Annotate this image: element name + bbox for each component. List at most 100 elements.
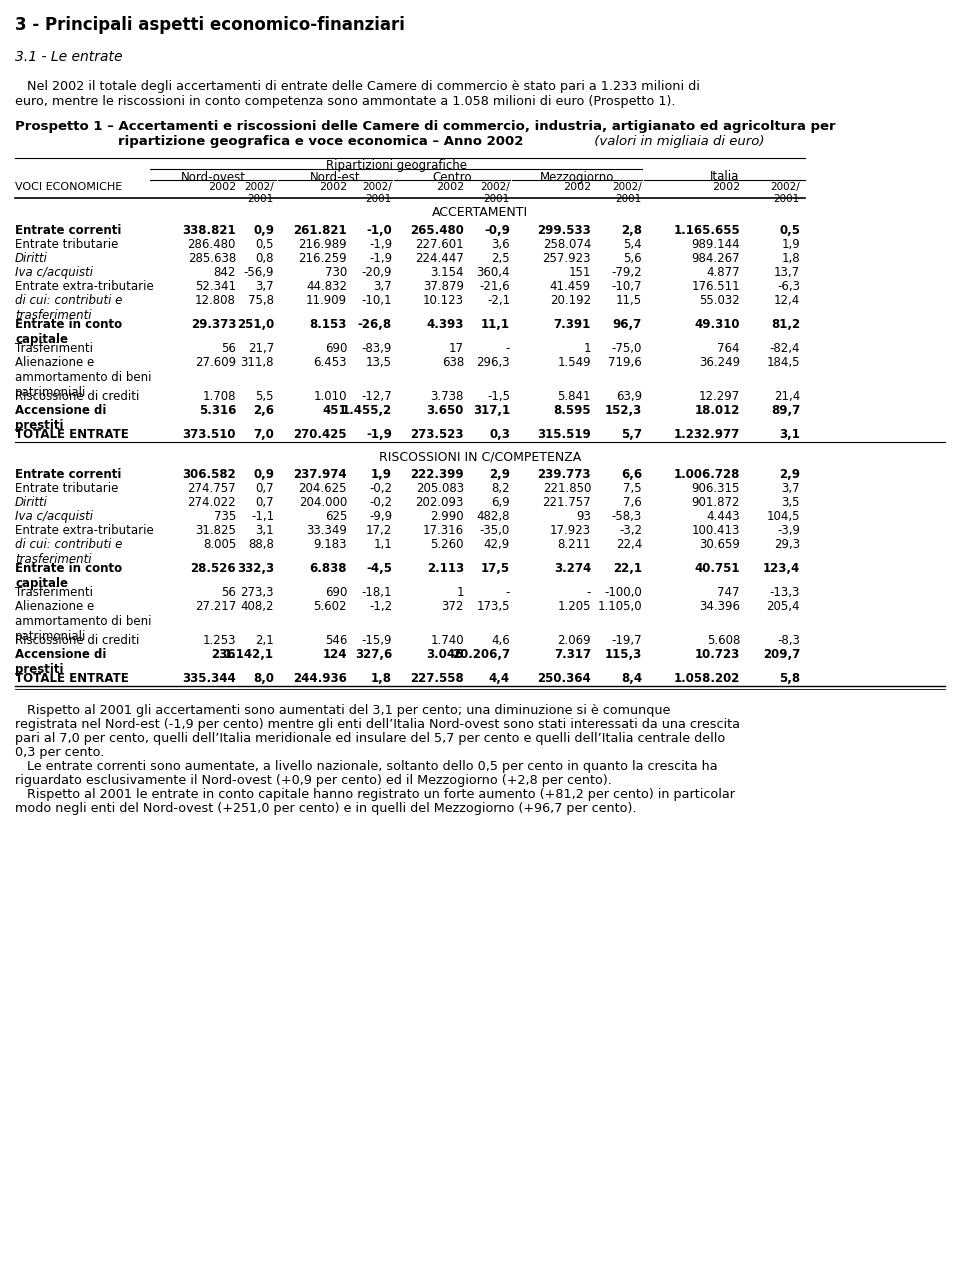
Text: modo negli enti del Nord-ovest (+251,0 per cento) e in quelli del Mezzogiorno (+: modo negli enti del Nord-ovest (+251,0 p… — [15, 802, 636, 815]
Text: -: - — [506, 586, 510, 600]
Text: 204.625: 204.625 — [299, 482, 347, 495]
Text: 8.211: 8.211 — [558, 538, 591, 551]
Text: 1.105,0: 1.105,0 — [597, 600, 642, 614]
Text: 257.923: 257.923 — [542, 252, 591, 265]
Text: -2,1: -2,1 — [487, 294, 510, 307]
Text: 3.046: 3.046 — [426, 648, 464, 661]
Text: 2.069: 2.069 — [558, 634, 591, 647]
Text: 5,5: 5,5 — [255, 390, 274, 404]
Text: Riscossione di crediti: Riscossione di crediti — [15, 390, 139, 404]
Text: 4,4: 4,4 — [489, 672, 510, 685]
Text: 29.373: 29.373 — [191, 318, 236, 331]
Text: 285.638: 285.638 — [188, 252, 236, 265]
Text: -0,2: -0,2 — [369, 496, 392, 509]
Text: 7.317: 7.317 — [554, 648, 591, 661]
Text: -58,3: -58,3 — [612, 510, 642, 523]
Text: 4.443: 4.443 — [707, 510, 740, 523]
Text: 1,8: 1,8 — [371, 672, 392, 685]
Text: 317,1: 317,1 — [473, 404, 510, 418]
Text: 482,8: 482,8 — [476, 510, 510, 523]
Text: 216.259: 216.259 — [299, 252, 347, 265]
Text: Iva c/acquisti: Iva c/acquisti — [15, 510, 93, 523]
Text: 638: 638 — [442, 356, 464, 369]
Text: 273,3: 273,3 — [241, 586, 274, 600]
Text: 124: 124 — [323, 648, 347, 661]
Text: 3,1: 3,1 — [780, 428, 800, 440]
Text: 89,7: 89,7 — [771, 404, 800, 418]
Text: 0,3: 0,3 — [490, 428, 510, 440]
Text: 41.459: 41.459 — [550, 280, 591, 293]
Text: Rispetto al 2001 le entrate in conto capitale hanno registrato un forte aumento : Rispetto al 2001 le entrate in conto cap… — [15, 788, 735, 801]
Text: -1,0: -1,0 — [367, 224, 392, 237]
Text: Rispetto al 2001 gli accertamenti sono aumentati del 3,1 per cento; una diminuzi: Rispetto al 2001 gli accertamenti sono a… — [15, 704, 670, 717]
Text: 625: 625 — [324, 510, 347, 523]
Text: Diritti: Diritti — [15, 496, 48, 509]
Text: Nel 2002 il totale degli accertamenti di entrate delle Camere di commercio è sta: Nel 2002 il totale degli accertamenti di… — [15, 80, 700, 93]
Text: 2.990: 2.990 — [430, 510, 464, 523]
Text: -0,9: -0,9 — [484, 224, 510, 237]
Text: 3.154: 3.154 — [430, 266, 464, 279]
Text: 96,7: 96,7 — [612, 318, 642, 331]
Text: Trasferimenti: Trasferimenti — [15, 586, 93, 600]
Text: Entrate tributarie: Entrate tributarie — [15, 482, 118, 495]
Text: 152,3: 152,3 — [605, 404, 642, 418]
Text: 408,2: 408,2 — [241, 600, 274, 614]
Text: Accensione di
prestiti: Accensione di prestiti — [15, 404, 107, 432]
Text: 764: 764 — [717, 342, 740, 355]
Text: 44.832: 44.832 — [306, 280, 347, 293]
Text: 21,4: 21,4 — [774, 390, 800, 404]
Text: 8.595: 8.595 — [553, 404, 591, 418]
Text: 8.153: 8.153 — [310, 318, 347, 331]
Text: 56: 56 — [221, 586, 236, 600]
Text: 52.341: 52.341 — [195, 280, 236, 293]
Text: ripartizione geografica e voce economica – Anno 2002: ripartizione geografica e voce economica… — [118, 135, 523, 148]
Text: 221.850: 221.850 — [542, 482, 591, 495]
Text: 0,7: 0,7 — [255, 482, 274, 495]
Text: 11.909: 11.909 — [306, 294, 347, 307]
Text: 690: 690 — [324, 586, 347, 600]
Text: 42,9: 42,9 — [484, 538, 510, 551]
Text: 1.205: 1.205 — [558, 600, 591, 614]
Text: 5.841: 5.841 — [558, 390, 591, 404]
Text: 0,5: 0,5 — [779, 224, 800, 237]
Text: 373.510: 373.510 — [182, 428, 236, 440]
Text: -1,5: -1,5 — [487, 390, 510, 404]
Text: 3,7: 3,7 — [781, 482, 800, 495]
Text: 5,8: 5,8 — [779, 672, 800, 685]
Text: 0,5: 0,5 — [255, 238, 274, 251]
Text: 306.582: 306.582 — [182, 468, 236, 481]
Text: Entrate tributarie: Entrate tributarie — [15, 238, 118, 251]
Text: 1.549: 1.549 — [558, 356, 591, 369]
Text: 2002/
2001: 2002/ 2001 — [480, 182, 510, 204]
Text: 1,9: 1,9 — [371, 468, 392, 481]
Text: 2,5: 2,5 — [492, 252, 510, 265]
Text: Mezzogiorno: Mezzogiorno — [540, 171, 614, 185]
Text: 372: 372 — [442, 600, 464, 614]
Text: 216.989: 216.989 — [299, 238, 347, 251]
Text: 0,3 per cento.: 0,3 per cento. — [15, 746, 105, 759]
Text: 901.872: 901.872 — [691, 496, 740, 509]
Text: 5.602: 5.602 — [314, 600, 347, 614]
Text: -10,1: -10,1 — [362, 294, 392, 307]
Text: 184,5: 184,5 — [766, 356, 800, 369]
Text: 56: 56 — [221, 342, 236, 355]
Text: 6.453: 6.453 — [314, 356, 347, 369]
Text: di cui: contributi e
trasferimenti: di cui: contributi e trasferimenti — [15, 538, 122, 566]
Text: Diritti: Diritti — [15, 252, 48, 265]
Text: 5.260: 5.260 — [430, 538, 464, 551]
Text: 17,5: 17,5 — [481, 561, 510, 575]
Text: 204.000: 204.000 — [299, 496, 347, 509]
Text: 22,4: 22,4 — [615, 538, 642, 551]
Text: 63,9: 63,9 — [616, 390, 642, 404]
Text: 123,4: 123,4 — [763, 561, 800, 575]
Text: 173,5: 173,5 — [476, 600, 510, 614]
Text: 747: 747 — [717, 586, 740, 600]
Text: 28.526: 28.526 — [190, 561, 236, 575]
Text: 1,1: 1,1 — [373, 538, 392, 551]
Text: -: - — [587, 586, 591, 600]
Text: 2002: 2002 — [711, 182, 740, 192]
Text: 2002: 2002 — [436, 182, 464, 192]
Text: 258.074: 258.074 — [542, 238, 591, 251]
Text: 12.808: 12.808 — [195, 294, 236, 307]
Text: 6,6: 6,6 — [621, 468, 642, 481]
